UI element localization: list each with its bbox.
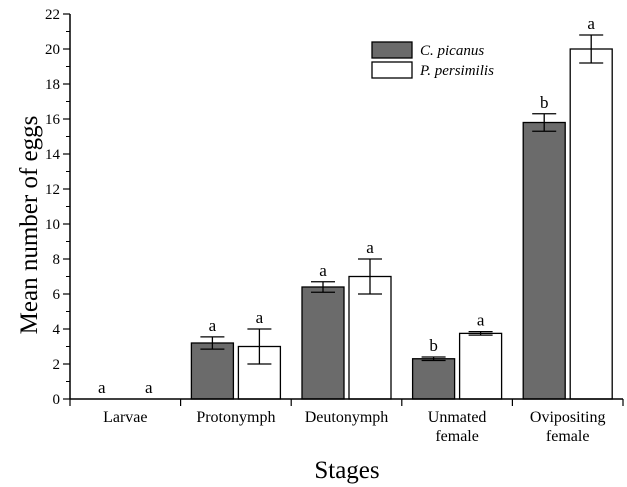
legend-swatch — [371, 61, 413, 79]
category-labels: Larvae Protonymph Deutonymph Unmated female O… — [103, 409, 605, 445]
significance-label: a — [477, 311, 485, 330]
legend-item: C. picanus — [371, 41, 484, 59]
category-label: Deutonymph — [305, 409, 389, 426]
y-tick-label: 4 — [53, 322, 61, 338]
x-axis-ticks — [69, 399, 624, 406]
y-tick-label: 6 — [53, 287, 61, 303]
y-tick-label: 20 — [45, 42, 60, 58]
significance-label: a — [587, 14, 595, 33]
error-bar — [421, 356, 446, 362]
y-tick-label: 16 — [45, 112, 61, 128]
bar — [190, 342, 235, 400]
significance-label: a — [319, 261, 327, 280]
legend-swatch — [371, 41, 413, 59]
legend: C. picanus P. persimilis — [371, 41, 494, 79]
category-label: Unmated female — [428, 409, 487, 445]
legend-item: P. persimilis — [371, 61, 494, 79]
significance-label: a — [366, 238, 374, 257]
y-tick-label: 18 — [45, 77, 60, 93]
error-bar — [468, 330, 493, 336]
y-tick-label: 14 — [45, 147, 61, 163]
bar — [348, 275, 392, 400]
y-tick-label: 12 — [45, 182, 60, 198]
y-tick-label: 8 — [53, 252, 61, 268]
category-label: Larvae — [103, 409, 147, 426]
category-label: Protonymph — [196, 409, 275, 426]
error-bar — [311, 281, 335, 293]
error-bar — [358, 258, 382, 295]
y-tick-label: 0 — [53, 392, 61, 408]
bar — [569, 48, 613, 400]
bar — [522, 121, 566, 400]
legend-label: C. picanus — [420, 43, 484, 59]
y-tick-label: 2 — [53, 357, 61, 373]
significance-label: a — [98, 378, 106, 397]
significance-label: b — [540, 93, 549, 112]
error-bar — [247, 328, 272, 365]
significance-label: b — [429, 336, 438, 355]
y-axis-title: Mean number of eggs — [16, 116, 43, 335]
x-axis-title: Stages — [314, 457, 379, 484]
significance-label: a — [256, 308, 264, 327]
legend-label: P. persimilis — [419, 63, 494, 79]
error-bar — [579, 34, 604, 64]
error-bar — [200, 336, 225, 350]
error-bars — [200, 34, 604, 365]
error-bar — [532, 113, 557, 132]
significance-label: a — [145, 378, 153, 397]
y-axis-ticks: 0 2 4 6 8 10 12 14 16 18 20 22 — [45, 7, 70, 408]
bar — [301, 286, 345, 400]
y-tick-label: 10 — [45, 217, 60, 233]
significance-labels: a a a a a a b a b a — [98, 14, 595, 397]
significance-label: a — [209, 316, 217, 335]
y-tick-label: 22 — [45, 7, 60, 23]
category-label: Ovipositing female — [530, 409, 606, 445]
bar — [411, 358, 456, 400]
bar — [458, 332, 503, 400]
bars — [190, 48, 613, 400]
